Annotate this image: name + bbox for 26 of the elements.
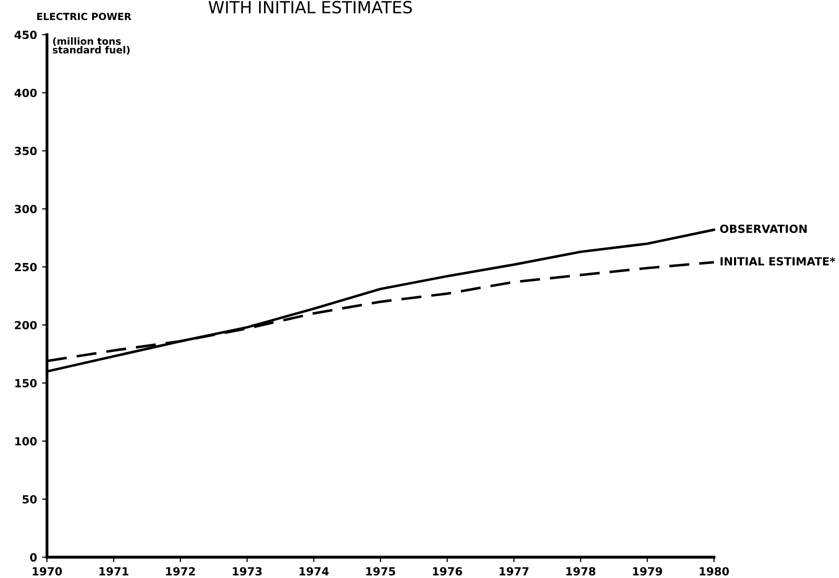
y-tick-label: 350 [14,146,37,156]
x-tick-label: 1971 [99,567,128,576]
annotation: (million tons standard fuel) [52,37,130,55]
chart-title: WITH INITIAL ESTIMATES [208,0,412,14]
x-tick-label: 1970 [32,567,62,576]
x-tick-label: 1977 [500,567,528,576]
y-tick-label: 100 [15,437,37,446]
y-tick-label: 200 [14,320,37,330]
y-tick-label: 300 [14,204,37,214]
x-tick-label: 1975 [366,567,396,576]
x-tick-label: 1980 [700,567,729,576]
x-tick-label: 1972 [166,567,195,576]
x-tick-label: 1974 [300,567,329,576]
series-label: OBSERVATION [720,224,807,233]
y-tick-label: 450 [14,30,37,40]
x-tick-label: 1973 [232,567,262,576]
y-tick-label: 0 [30,553,37,562]
y-tick-label: 250 [14,262,37,272]
x-tick-label: 1976 [432,567,462,576]
x-tick-label: 1979 [633,567,662,576]
x-tick-label: 1978 [566,567,596,576]
y-tick-label: 50 [22,495,37,504]
y-axis-title: ELECTRIC POWER [37,12,132,20]
series-label: INITIAL ESTIMATE* [720,257,836,266]
y-tick-label: 150 [15,378,37,388]
y-tick-label: 400 [14,88,37,98]
